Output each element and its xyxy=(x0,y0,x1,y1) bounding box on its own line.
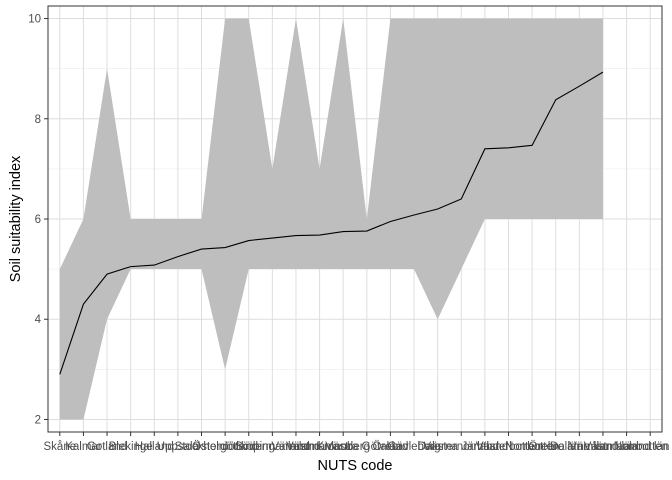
y-tick-label: 6 xyxy=(35,214,41,226)
y-tick-label: 4 xyxy=(35,314,42,326)
x-tick-label: Norrbotten xyxy=(505,441,559,453)
x-tick-label: Blekinge xyxy=(109,441,153,453)
x-tick-label: Halland xyxy=(135,441,174,453)
x-tick-label: Dalarna xyxy=(418,441,459,453)
x-axis-title: NUTS code xyxy=(318,458,393,474)
x-tick-label: Örebro xyxy=(373,441,409,453)
y-axis-ticks: 2 4 6 8 10 xyxy=(28,14,48,426)
x-tick-label: Gotland xyxy=(87,441,127,453)
x-tick-label: Kalmar xyxy=(65,441,102,453)
x-tick-label: Gävleborg xyxy=(388,441,441,453)
series-line xyxy=(59,71,604,375)
x-tick-label: Södermanland xyxy=(235,441,310,453)
x-tick-label: Skåne xyxy=(44,441,77,453)
x-tick-label: Norrbotten län xyxy=(614,441,672,453)
x-tick-label: Värmland xyxy=(271,441,320,453)
x-tick-label: Stockholm xyxy=(175,441,229,453)
x-tick-label: Västernorrland xyxy=(424,441,499,453)
ribbon-layer xyxy=(59,18,603,420)
x-tick-label: Västmanland xyxy=(286,441,353,453)
x-tick-label: Kronoberg xyxy=(316,441,370,453)
x-tick-label: Örebro län xyxy=(529,441,583,453)
x-tick-label: Värmland län xyxy=(569,441,637,453)
x-tick-label: Östergötland xyxy=(192,441,258,453)
y-tick-label: 2 xyxy=(35,414,41,426)
ribbon-area xyxy=(59,18,603,420)
y-tick-label: 8 xyxy=(35,114,41,126)
line-layer xyxy=(59,71,604,375)
y-axis-title: Soil suitability index xyxy=(8,155,24,282)
x-tick-label: Västerbotten xyxy=(476,441,541,453)
y-tick-label: 10 xyxy=(28,14,41,26)
x-tick-label: Uppsala xyxy=(157,441,200,453)
x-axis-ticks: SkåneKalmarGotlandBlekingeHallandUppsala… xyxy=(44,432,672,453)
x-tick-label: Västmanland län xyxy=(584,441,670,453)
x-tick-label: Jämtland xyxy=(462,441,509,453)
x-tick-label: Västra Götaland xyxy=(325,441,408,453)
x-tick-label: Jönköping xyxy=(223,441,275,453)
x-tick-label: Dalarna län xyxy=(550,441,609,453)
